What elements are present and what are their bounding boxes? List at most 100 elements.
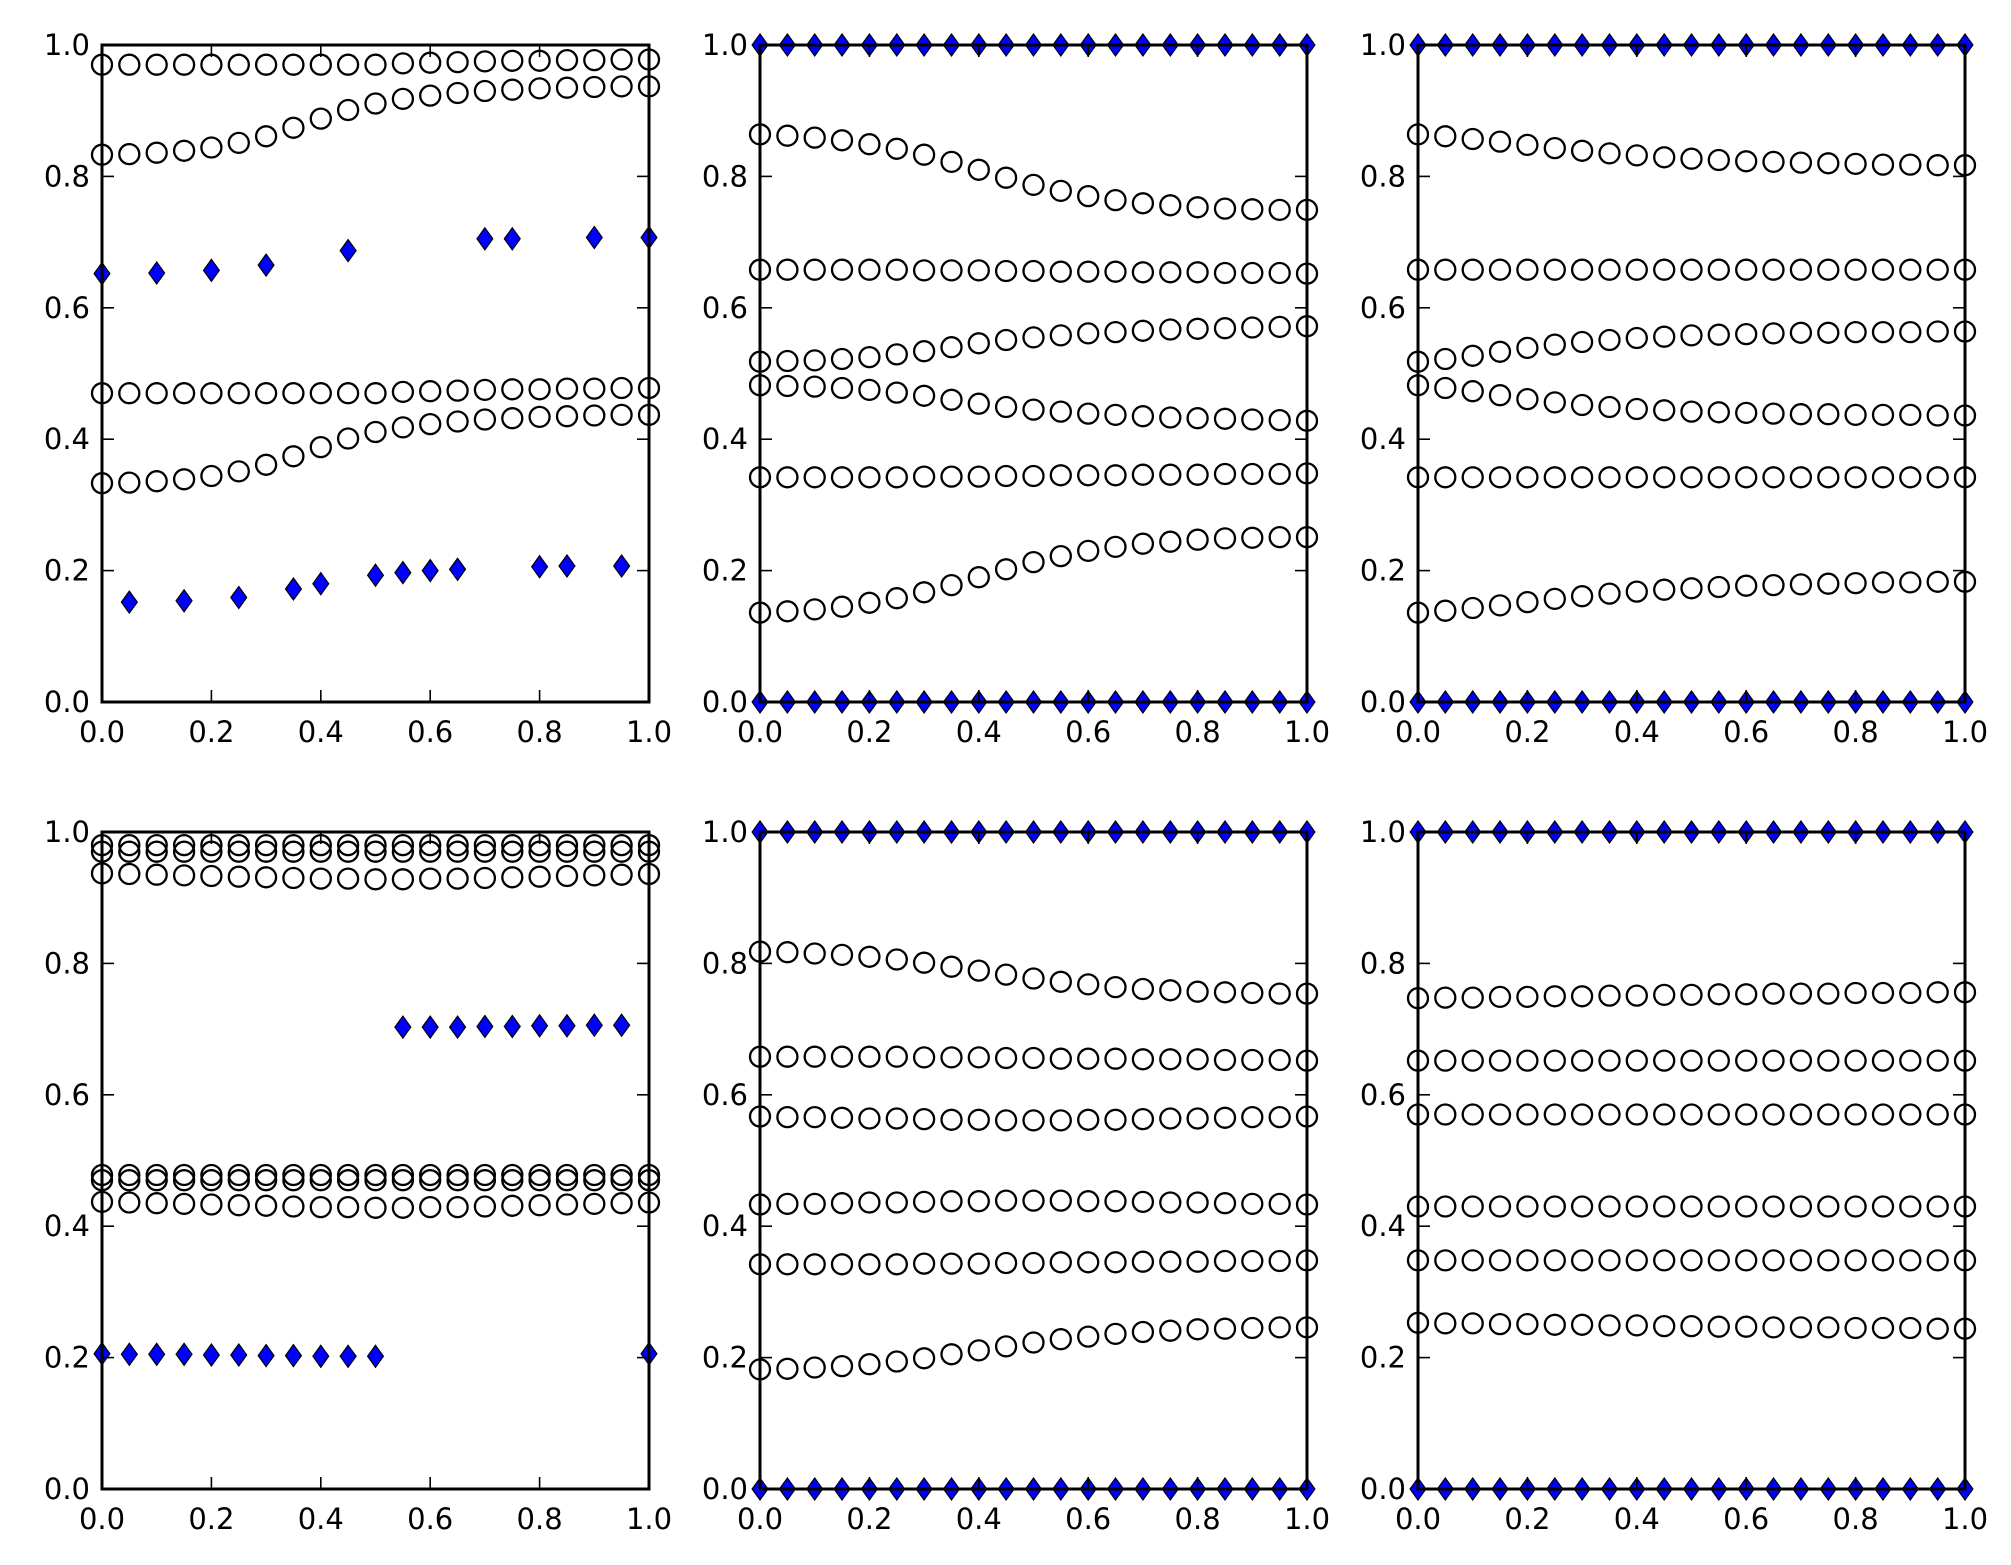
data-point-circle [501,78,524,101]
data-point-circle [940,465,963,488]
data-point-circle [967,259,990,282]
x-tick-label: 0.0 [1395,1502,1441,1536]
data-point-circle [200,464,223,488]
data-point-circle [309,1169,332,1192]
plot-frame [1416,830,1967,1491]
data-point-circle [1461,1049,1484,1072]
data-point-circle [1899,258,1922,281]
data-point-circle [227,840,250,863]
data-point-circle [118,1163,141,1187]
data-point-circle [610,75,633,98]
data-point-circle [1159,1048,1182,1071]
data-point-circle [1186,1318,1209,1341]
data-point-circle [1268,1105,1291,1129]
data-point-circle [1735,574,1758,597]
data-point-circle [1598,258,1621,281]
data-point-diamond [339,1344,357,1369]
x-tick-label: 0.2 [188,715,234,749]
data-point-diamond [612,553,631,579]
data-point-circle [1817,321,1840,344]
data-point-circle [172,1169,196,1192]
data-point-circle [1049,544,1072,568]
data-point-circle [803,942,826,965]
data-point-circle [419,380,442,403]
data-point-circle [1844,466,1867,489]
data-point-circle [254,833,278,857]
data-point-diamond [284,576,303,602]
x-tick-label: 0.4 [956,715,1002,749]
data-point-circle [1159,194,1182,217]
data-point-circle [967,1190,990,1213]
data-point-circle [1213,1317,1237,1340]
data-point-circle [1625,1195,1648,1218]
data-point-circle [1488,466,1512,489]
data-point-circle [1735,466,1758,489]
data-point-circle [1241,261,1264,285]
data-point-diamond [284,1343,303,1368]
data-point-circle [994,963,1018,986]
data-point-circle [1241,981,1264,1005]
subplot-row1-col3: 0.0 0.2 0.4 0.6 0.8 1.0 0.0 0.2 0.4 0.6 0.8 1.0 [1360,28,1988,749]
data-point-diamond [202,258,221,283]
data-point-circle [1625,397,1648,421]
data-point-circle [994,558,1018,581]
data-point-circle [1871,1049,1895,1072]
data-point-circle [830,1354,854,1378]
data-point-circle [830,129,854,152]
data-point-circle [1844,152,1867,176]
data-point-circle [1789,321,1813,344]
data-point-circle [1268,1048,1291,1072]
data-point-circle [419,1195,442,1219]
data-point-circle [282,382,305,405]
data-point-circle [1871,153,1895,176]
data-point-circle [145,1169,168,1192]
data-point-circle [1049,400,1072,423]
data-point-circle [1817,258,1840,281]
data-point-circle [1817,403,1840,426]
data-point-circle [282,1195,305,1218]
data-point-circle [501,407,524,430]
data-point-circle [940,388,963,411]
data-point-circle [118,471,141,494]
data-point-circle [1735,1249,1758,1272]
data-point-circle [1789,466,1813,489]
data-point-circle [1653,146,1676,169]
data-point-circle [1707,575,1730,599]
data-point-circle [1735,983,1758,1006]
data-point-circle [1159,463,1182,486]
data-point-circle [1680,1049,1703,1072]
data-point-circle [776,600,799,623]
data-point-circle [1022,1331,1045,1354]
data-point-circle [1817,1195,1840,1218]
data-point-circle [446,81,469,105]
data-point-circle [1488,985,1512,1009]
data-point-circle [1022,173,1045,197]
data-point-circle [830,466,854,489]
data-point-diamond [366,1344,385,1369]
data-point-circle [118,53,141,76]
data-point-circle [336,98,360,122]
data-point-circle [364,1196,387,1219]
data-point-circle [583,48,606,72]
data-point-circle [1844,1249,1867,1272]
data-point-diamond [202,1342,221,1368]
x-tick-label: 0.6 [1723,715,1769,749]
data-point-circle [803,1356,826,1379]
y-tick-label: 0.8 [44,159,90,193]
data-point-circle [555,405,579,428]
data-point-circle [1570,1313,1594,1336]
data-point-circle [200,1169,223,1192]
data-point-circle [830,347,854,371]
data-point-circle [1543,1249,1566,1272]
data-point-circle [1159,979,1182,1002]
data-point-diamond [476,226,494,251]
data-point-circle [583,1163,606,1187]
data-point-circle [967,1252,990,1275]
data-point-circle [145,863,168,886]
data-point-circle [858,1045,881,1068]
data-point-circle [446,867,469,890]
data-point-circle [419,1169,442,1192]
data-point-circle [830,943,854,967]
data-point-circle [1598,395,1621,419]
y-tick-label: 0.6 [1360,291,1406,325]
